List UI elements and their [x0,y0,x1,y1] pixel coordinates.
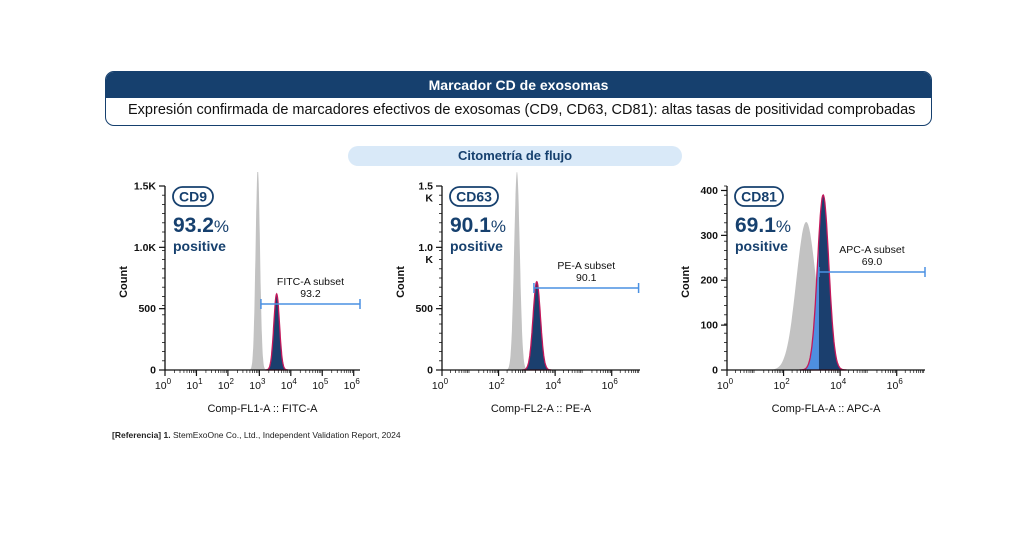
x-tick-label: 100 [432,377,449,392]
positive-label: positive [735,238,788,254]
marker-label: CD63 [456,189,492,205]
y-tick-label: 1.0K [134,242,157,254]
header-banner: Marcador CD de exosomas Expresión confir… [105,71,932,126]
positive-label: positive [450,238,503,254]
x-tick-label: 104 [281,377,298,392]
y-tick-label: 100 [700,320,718,332]
sample-outline [799,193,847,371]
reference-text: StemExoOne Co., Ltd., Independent Valida… [172,430,401,440]
y-axis-label: Count [395,266,407,298]
x-tick-label: 106 [887,377,904,392]
x-tick-label: 103 [249,377,266,392]
x-tick-label: 102 [218,377,235,392]
y-tick-label: 200 [700,275,718,287]
sample-histogram [818,195,846,370]
x-tick-label: 100 [155,377,172,392]
x-tick-label: 104 [830,377,847,392]
y-tick-label: 0 [427,365,433,377]
x-tick-label: 106 [602,377,619,392]
marker-label: CD9 [179,189,207,205]
gate-value: 93.2 [300,288,321,300]
y-tick-label: 500 [138,303,156,315]
marker-badge [449,186,499,207]
histogram-cd9: 0 500 1.0K 1.5K 100 101 102 103 104 105 106 Comp-FL… [118,172,361,415]
x-tick-label: 106 [344,377,361,392]
marker-badge [172,186,214,207]
x-axis-label: Comp-FL1-A :: FITC-A [207,403,318,415]
ungated-histogram [800,237,819,370]
section-label: Citometría de flujo [348,146,682,166]
x-tick-label: 105 [312,377,329,392]
control-histogram [766,221,846,370]
banner-title: Marcador CD de exosomas [106,72,931,98]
x-axis-label: Comp-FLA-A :: APC-A [772,403,881,415]
y-tick-label: 1.5K [134,181,157,193]
positive-percent: 93.2% [173,214,229,237]
y-tick-label: 400 [700,185,718,197]
reference-prefix: [Referencia] 1. [112,430,171,440]
y-tick-label: 500 [415,303,433,315]
x-tick-label: 101 [186,377,203,392]
y-axis-label: Count [118,266,130,298]
gate-name: PE-A subset [557,260,615,272]
x-axis-label: Comp-FL2-A :: PE-A [491,403,592,415]
positive-label: positive [173,238,226,254]
gate-name: APC-A subset [839,244,904,256]
x-tick-label: 100 [717,377,734,392]
gate-name: FITC-A subset [277,276,344,288]
sample-histogram [522,280,552,371]
control-histogram [248,172,267,370]
positive-percent: 90.1% [450,214,506,237]
gate-value: 69.0 [862,256,883,268]
y-tick-label: 0 [150,365,156,377]
gate-value: 90.1 [576,272,597,284]
banner-subtitle: Expresión confirmada de marcadores efect… [128,102,916,118]
x-tick-label: 102 [774,377,791,392]
x-tick-label: 102 [489,377,506,392]
y-tick-label: 300 [700,230,718,242]
y-axis-label: Count [680,266,692,298]
x-tick-label: 104 [545,377,562,392]
control-histogram [505,172,529,370]
reference-note: [Referencia] 1. StemExoOne Co., Ltd., In… [112,430,401,440]
sample-histogram [265,292,288,371]
y-tick-label: 0 [712,365,718,377]
marker-badge [734,186,784,207]
positive-percent: 69.1% [735,214,791,237]
marker-label: CD81 [741,189,777,205]
